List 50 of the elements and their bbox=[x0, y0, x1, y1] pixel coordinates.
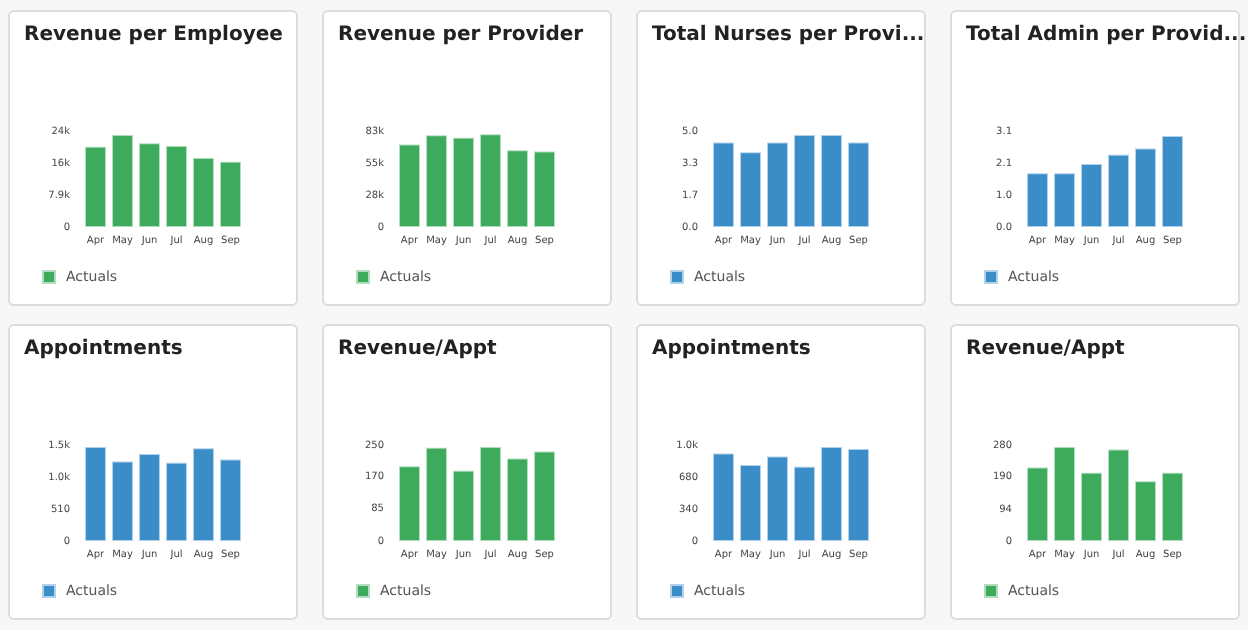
bar bbox=[84, 145, 107, 228]
bar bbox=[479, 446, 502, 542]
bar bbox=[425, 134, 448, 228]
bar bbox=[1080, 471, 1103, 542]
bar bbox=[739, 463, 762, 542]
chart-title: Appointments bbox=[24, 338, 183, 360]
bar bbox=[165, 461, 188, 542]
bar bbox=[1134, 147, 1157, 228]
bar bbox=[1053, 446, 1076, 542]
bar bbox=[398, 143, 421, 228]
bar bbox=[533, 150, 556, 228]
chart-title: Revenue/Appt bbox=[338, 338, 497, 360]
bar bbox=[1161, 471, 1184, 542]
bar bbox=[219, 458, 242, 542]
bar bbox=[479, 133, 502, 228]
bar bbox=[533, 450, 556, 542]
chart-title: Appointments bbox=[652, 338, 811, 360]
bar bbox=[1080, 162, 1103, 228]
bar bbox=[506, 457, 529, 542]
bar bbox=[84, 446, 107, 542]
bar bbox=[111, 460, 134, 542]
bar bbox=[452, 469, 475, 542]
bar bbox=[219, 160, 242, 228]
bar bbox=[847, 447, 870, 542]
bar bbox=[165, 144, 188, 228]
bar bbox=[793, 465, 816, 542]
bar bbox=[1053, 172, 1076, 228]
bar bbox=[820, 446, 843, 542]
bar bbox=[506, 149, 529, 228]
bar bbox=[1107, 153, 1130, 228]
bar bbox=[398, 465, 421, 542]
bar bbox=[138, 452, 161, 542]
bar bbox=[1107, 448, 1130, 542]
bar bbox=[1161, 135, 1184, 228]
bar bbox=[452, 136, 475, 228]
bar bbox=[111, 134, 134, 228]
bar bbox=[1134, 480, 1157, 542]
bar bbox=[192, 157, 215, 228]
bar bbox=[1026, 172, 1049, 228]
bar bbox=[138, 142, 161, 228]
chart-title: Total Admin per Provid... bbox=[966, 24, 1247, 46]
bar bbox=[1026, 466, 1049, 542]
bar bbox=[712, 452, 735, 542]
chart-title: Revenue per Employee bbox=[24, 24, 283, 46]
chart-title: Total Nurses per Provi... bbox=[652, 24, 925, 46]
chart-title: Revenue/Appt bbox=[966, 338, 1125, 360]
bar bbox=[766, 455, 789, 542]
bar bbox=[192, 447, 215, 542]
chart-title: Revenue per Provider bbox=[338, 24, 584, 46]
bar bbox=[425, 446, 448, 542]
